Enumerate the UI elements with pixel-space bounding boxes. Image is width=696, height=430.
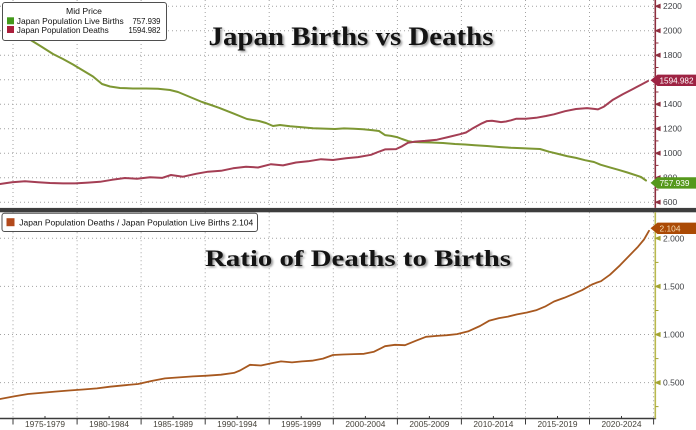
svg-text:1.500: 1.500 — [663, 281, 685, 291]
svg-text:2015-2019: 2015-2019 — [538, 420, 579, 429]
svg-text:1975-1979: 1975-1979 — [25, 420, 66, 429]
svg-text:Japan Births vs Deaths: Japan Births vs Deaths — [209, 22, 494, 51]
svg-text:1800: 1800 — [663, 50, 682, 60]
svg-text:1594.982: 1594.982 — [129, 25, 161, 35]
svg-text:Japan Population Deaths: Japan Population Deaths — [17, 25, 109, 35]
svg-text:2010-2014: 2010-2014 — [473, 420, 514, 429]
svg-text:1.000: 1.000 — [663, 330, 685, 340]
svg-text:Japan Population Live Births: Japan Population Live Births — [17, 16, 124, 26]
svg-text:2200: 2200 — [663, 1, 682, 11]
svg-text:Mid Price: Mid Price — [66, 6, 102, 16]
svg-text:2020-2024: 2020-2024 — [602, 420, 643, 429]
svg-text:757.939: 757.939 — [133, 16, 161, 26]
svg-text:Japan Population Deaths / Japa: Japan Population Deaths / Japan Populati… — [19, 218, 253, 228]
svg-text:0.500: 0.500 — [663, 378, 685, 388]
svg-text:1000: 1000 — [663, 148, 682, 158]
svg-text:1990-1994: 1990-1994 — [217, 420, 258, 429]
svg-text:Ratio of Deaths to Births: Ratio of Deaths to Births — [205, 246, 511, 271]
svg-text:2005-2009: 2005-2009 — [409, 420, 450, 429]
svg-text:1200: 1200 — [663, 124, 682, 134]
svg-text:757.939: 757.939 — [660, 179, 691, 188]
svg-text:1400: 1400 — [663, 99, 682, 109]
svg-text:1995-1999: 1995-1999 — [281, 420, 322, 429]
svg-text:1980-1984: 1980-1984 — [89, 420, 130, 429]
svg-text:2.104: 2.104 — [660, 224, 682, 233]
svg-text:1594.982: 1594.982 — [660, 76, 695, 85]
svg-text:1985-1989: 1985-1989 — [153, 420, 194, 429]
svg-text:2.000: 2.000 — [663, 233, 685, 243]
svg-text:2000-2004: 2000-2004 — [345, 420, 386, 429]
svg-text:2000: 2000 — [663, 26, 682, 36]
svg-text:600: 600 — [663, 197, 677, 207]
